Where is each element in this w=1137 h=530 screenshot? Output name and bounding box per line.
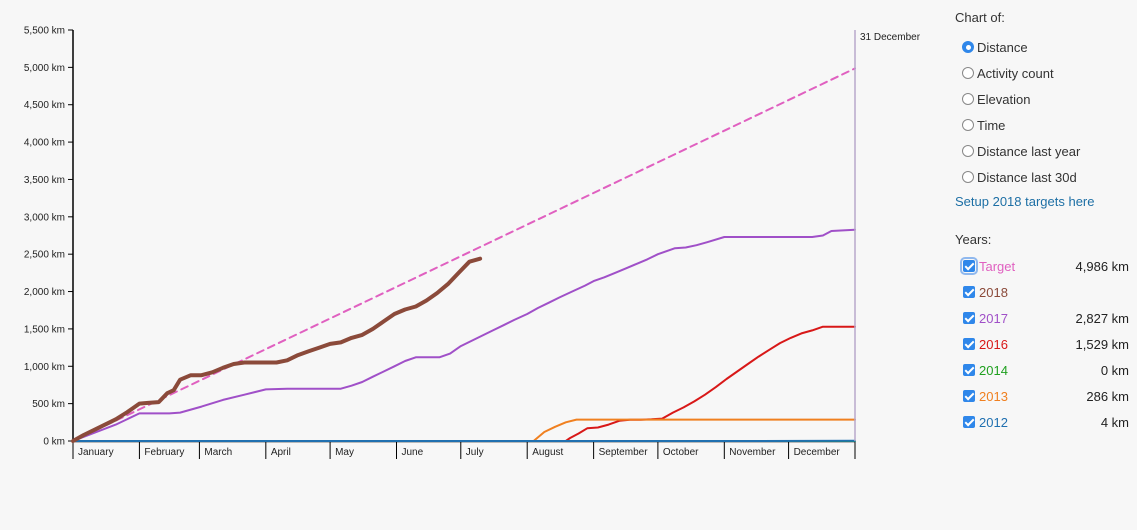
month-label: March [204, 447, 232, 458]
month-label: February [144, 447, 184, 458]
distance-chart: 0 km 500 km 1,000 km 1,500 km 2,000 km 2,500 … [24, 26, 921, 459]
month-label: November [729, 447, 776, 458]
year-label: 2012 [979, 414, 1008, 430]
year-total: 0 km [1100, 362, 1129, 378]
option-activity-count[interactable]: Activity count [955, 60, 1135, 86]
year-row-target[interactable]: Target 4,986 km [955, 253, 1135, 279]
option-label: Distance [977, 39, 1028, 55]
year-label: Target [979, 258, 1016, 274]
option-distance-last-30d[interactable]: Distance last 30d [955, 164, 1135, 190]
y-tick-label: 500 km [32, 399, 65, 410]
month-label: July [466, 447, 484, 458]
checkbox-2016[interactable] [963, 338, 975, 350]
option-distance[interactable]: Distance [955, 34, 1135, 60]
y-tick-label: 0 km [43, 437, 65, 448]
month-label: April [271, 447, 291, 458]
month-label: August [532, 447, 563, 458]
radio-distance-last-30d[interactable] [962, 171, 974, 183]
series-line-2016 [72, 325, 856, 442]
checkbox-2017[interactable] [963, 312, 975, 324]
option-label: Activity count [977, 65, 1054, 81]
y-tick-label: 4,000 km [24, 138, 65, 149]
month-label: June [402, 447, 424, 458]
year-label: 2013 [979, 388, 1008, 404]
radio-distance-last-year[interactable] [962, 145, 974, 157]
setup-targets-link[interactable]: Setup 2018 targets here [955, 194, 1095, 209]
checkbox-2018[interactable] [963, 286, 975, 298]
option-distance-last-year[interactable]: Distance last year [955, 138, 1135, 164]
option-label: Distance last 30d [977, 169, 1077, 185]
x-axis: January February March April May June July Augu… [72, 440, 856, 459]
date-marker: 31 December [854, 30, 921, 441]
year-label: 2016 [979, 336, 1008, 352]
year-label: 2017 [979, 310, 1008, 326]
year-row-2014[interactable]: 2014 0 km [955, 357, 1135, 383]
checkbox-2012[interactable] [963, 416, 975, 428]
month-label: January [78, 447, 114, 458]
option-label: Distance last year [977, 143, 1081, 159]
y-tick-label: 5,500 km [24, 26, 65, 37]
radio-distance[interactable] [962, 41, 974, 53]
series-line-2017 [72, 228, 856, 442]
checkbox-2014[interactable] [963, 364, 975, 376]
month-label: October [663, 447, 699, 458]
series-line-2018 [71, 256, 483, 443]
checkbox-target[interactable] [960, 257, 978, 275]
marker-label: 31 December [860, 32, 921, 43]
years-label: Years: [955, 232, 992, 247]
year-row-2013[interactable]: 2013 286 km [955, 383, 1135, 409]
year-total: 4 km [1100, 414, 1129, 430]
option-label: Elevation [977, 91, 1031, 107]
year-row-2012[interactable]: 2012 4 km [955, 409, 1135, 435]
series-lines [71, 67, 856, 443]
option-time[interactable]: Time [955, 112, 1135, 138]
year-total: 4,986 km [1075, 258, 1129, 274]
option-elevation[interactable]: Elevation [955, 86, 1135, 112]
radio-elevation[interactable] [962, 93, 974, 105]
checkbox-2013[interactable] [963, 390, 975, 402]
year-total: 1,529 km [1075, 336, 1129, 352]
month-label: September [599, 447, 649, 458]
y-tick-label: 2,500 km [24, 250, 65, 261]
series-line-target [72, 67, 856, 442]
radio-activity-count[interactable] [962, 67, 974, 79]
month-label: May [335, 447, 354, 458]
option-label: Time [977, 117, 1006, 133]
radio-time[interactable] [962, 119, 974, 131]
series-line-2013 [72, 418, 856, 442]
chart-of-label: Chart of: [955, 10, 1005, 25]
y-tick-label: 3,500 km [24, 175, 65, 186]
y-tick-label: 3,000 km [24, 212, 65, 223]
y-axis: 0 km 500 km 1,000 km 1,500 km 2,000 km 2,500 … [24, 26, 74, 448]
y-tick-label: 1,000 km [24, 362, 65, 373]
year-row-2018[interactable]: 2018 [955, 279, 1135, 305]
y-tick-label: 1,500 km [24, 324, 65, 335]
y-tick-label: 5,000 km [24, 63, 65, 74]
year-total: 286 km [1086, 388, 1129, 404]
y-tick-label: 2,000 km [24, 287, 65, 298]
month-label: December [794, 447, 841, 458]
year-row-2016[interactable]: 2016 1,529 km [955, 331, 1135, 357]
year-total: 2,827 km [1075, 310, 1129, 326]
y-tick-label: 4,500 km [24, 100, 65, 111]
year-label: 2018 [979, 284, 1008, 300]
year-row-2017[interactable]: 2017 2,827 km [955, 305, 1135, 331]
chart-controls: Chart of: Distance Activity count Elevat… [955, 10, 1135, 435]
year-label: 2014 [979, 362, 1008, 378]
